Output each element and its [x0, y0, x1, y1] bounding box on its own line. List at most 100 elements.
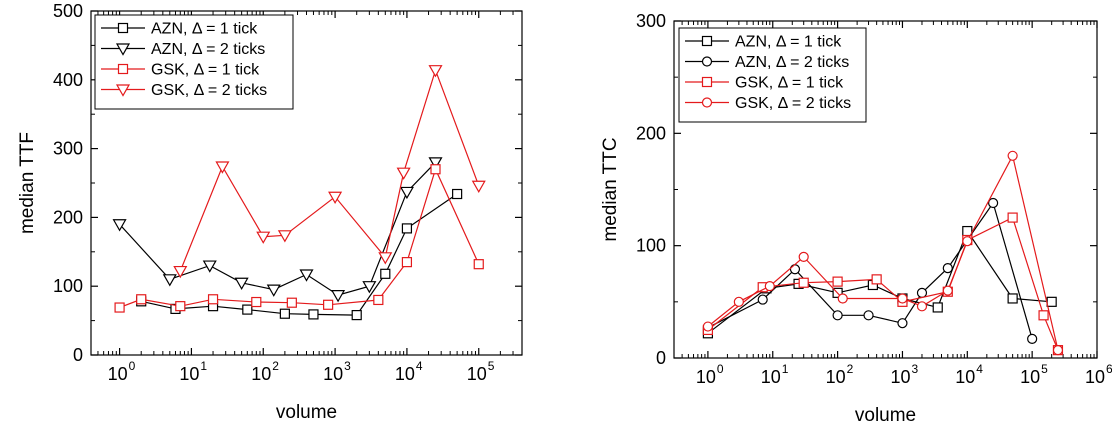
data-point — [988, 197, 999, 209]
legend-label: GSK, Δ = 2 ticks — [151, 82, 267, 99]
y-axis-label: median TTC — [600, 137, 621, 241]
data-point — [373, 294, 384, 306]
x-tick-exponent: 1 — [782, 362, 789, 376]
series-line — [707, 229, 1052, 334]
x-tick-label: 10 — [826, 367, 846, 387]
x-tick-label: 10 — [395, 364, 415, 384]
data-point — [299, 269, 314, 282]
series-3 — [173, 65, 486, 279]
data-point — [916, 301, 928, 312]
data-point — [832, 310, 843, 321]
data-point — [380, 268, 391, 279]
y-tick-label: 100 — [636, 236, 666, 256]
data-point — [452, 188, 463, 200]
data-point — [837, 293, 848, 304]
data-point — [863, 310, 874, 321]
data-point — [401, 223, 413, 234]
x-axis-label: volume — [855, 405, 916, 426]
data-point — [1052, 345, 1064, 356]
data-point — [351, 309, 362, 321]
y-tick-label: 100 — [53, 276, 83, 296]
legend-label: GSK, Δ = 1 tick — [735, 75, 844, 92]
data-point — [277, 230, 292, 243]
data-point — [112, 219, 127, 232]
data-point — [471, 180, 486, 193]
data-point — [916, 287, 928, 298]
data-point — [202, 260, 217, 273]
legend-marker — [701, 97, 713, 108]
data-point — [323, 299, 334, 310]
legend-label: AZN, Δ = 2 ticks — [735, 54, 849, 71]
legend-marker — [115, 43, 131, 56]
data-point — [932, 302, 943, 313]
x-tick-exponent: 0 — [129, 359, 136, 373]
series-line — [119, 167, 480, 309]
series-1 — [702, 197, 1038, 345]
y-tick-label: 300 — [636, 11, 666, 31]
legend: AZN, Δ = 1 tick AZN, Δ = 2 ticks GSK, Δ = … — [678, 27, 867, 123]
data-point — [702, 321, 714, 332]
x-tick-label: 10 — [467, 364, 487, 384]
data-point — [798, 251, 809, 262]
x-tick-exponent: 1 — [200, 359, 207, 373]
data-point — [428, 157, 443, 170]
data-point — [428, 65, 443, 78]
data-point — [331, 290, 346, 303]
x-tick-label: 10 — [890, 367, 910, 387]
y-tick-label: 200 — [53, 207, 83, 227]
series-line — [141, 193, 458, 316]
series-2 — [114, 164, 484, 313]
y-tick-label: 300 — [53, 139, 83, 159]
data-point — [733, 296, 744, 307]
legend-marker — [115, 84, 131, 97]
legend-marker — [117, 63, 129, 75]
x-tick-exponent: 2 — [272, 359, 279, 373]
y-tick-label: 200 — [636, 123, 666, 143]
data-point — [173, 265, 188, 279]
data-point — [473, 259, 484, 270]
data-point — [114, 302, 125, 313]
x-tick-label: 10 — [696, 367, 716, 387]
x-tick-exponent: 5 — [1041, 362, 1048, 376]
x-tick-exponent: 2 — [847, 362, 854, 376]
data-point — [942, 285, 953, 296]
legend-label: AZN, Δ = 1 tick — [151, 21, 258, 38]
x-tick-exponent: 3 — [344, 359, 351, 373]
data-point — [871, 274, 882, 285]
legend-label: AZN, Δ = 2 ticks — [151, 41, 265, 58]
x-tick-label: 10 — [1085, 367, 1105, 387]
series-line — [707, 154, 1059, 351]
data-point — [1007, 150, 1018, 161]
y-tick-label: 0 — [656, 348, 666, 368]
data-point — [832, 276, 843, 287]
data-point — [251, 296, 262, 308]
data-point — [279, 308, 290, 319]
x-tick-exponent: 4 — [416, 359, 423, 373]
data-point — [234, 277, 249, 290]
data-point — [1027, 333, 1038, 345]
data-point — [362, 281, 377, 294]
data-point — [789, 264, 801, 275]
x-tick-exponent: 6 — [1106, 362, 1112, 376]
data-point — [897, 293, 908, 304]
y-axis-label: median TTF — [17, 132, 38, 234]
x-tick-label: 10 — [108, 364, 128, 384]
data-point — [207, 294, 219, 305]
y-tick-label: 500 — [53, 1, 83, 21]
legend-label: GSK, Δ = 2 ticks — [735, 95, 851, 112]
data-point — [1007, 212, 1018, 223]
data-point — [401, 257, 413, 268]
data-point — [256, 231, 271, 244]
data-point — [396, 167, 411, 180]
legend: AZN, Δ = 1 tick AZN, Δ = 2 ticks GSK, Δ = … — [94, 14, 294, 110]
y-tick-label: 0 — [73, 345, 83, 365]
x-tick-label: 10 — [323, 364, 343, 384]
data-point — [757, 294, 768, 305]
x-tick-label: 10 — [179, 364, 199, 384]
data-point — [942, 263, 953, 274]
data-point — [399, 186, 414, 200]
data-point — [266, 284, 281, 297]
legend-marker — [117, 22, 129, 34]
